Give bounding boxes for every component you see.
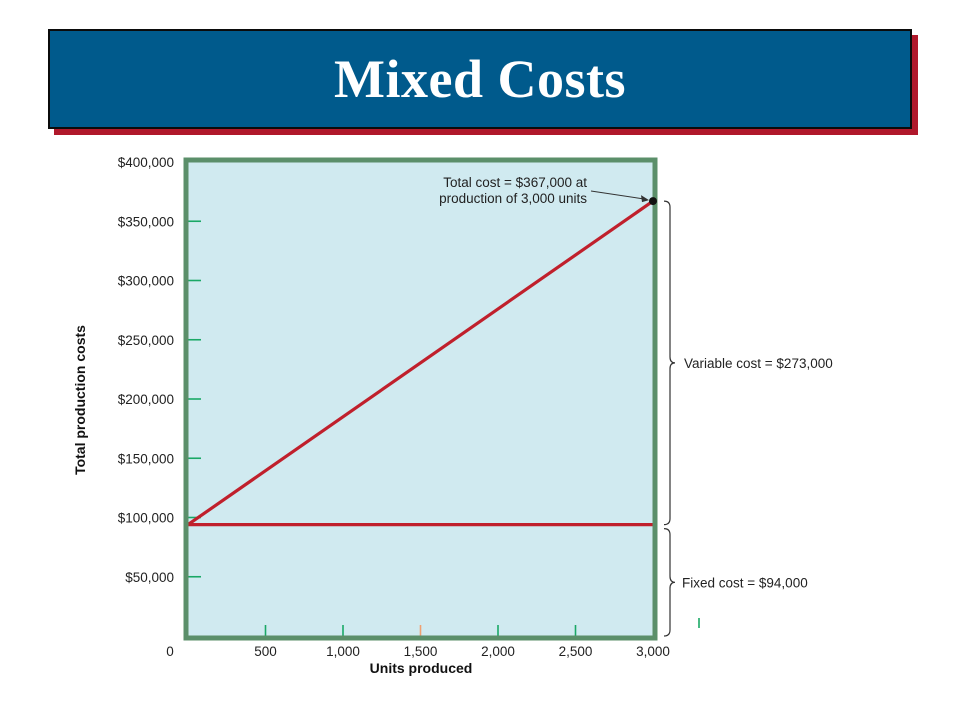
- x-tick-label: 3,000: [636, 644, 670, 659]
- annotation-arrowhead: [641, 195, 649, 203]
- y-tick-label: $300,000: [118, 274, 174, 289]
- total-cost-annotation-line1: Total cost = $367,000 at: [443, 175, 587, 190]
- annotation-arrow: [590, 190, 646, 200]
- x-tick-label: 0: [166, 644, 174, 659]
- total-cost-annotation-line2: production of 3,000 units: [439, 191, 587, 206]
- plot-area: [188, 162, 653, 636]
- y-tick-label: $350,000: [118, 214, 174, 229]
- x-tick-label: 2,000: [481, 644, 515, 659]
- x-tick-label: 2,500: [559, 644, 593, 659]
- variable-cost-brace: [663, 200, 676, 526]
- x-tick-label: 1,000: [326, 644, 360, 659]
- y-tick-label: $400,000: [118, 155, 174, 170]
- variable-cost-annotation: Variable cost = $273,000: [684, 356, 833, 371]
- fixed-cost-brace: [663, 528, 676, 637]
- series-lines: [186, 199, 655, 527]
- plot-frame: [183, 157, 658, 641]
- total-cost-point: [649, 197, 657, 206]
- x-tick-label: 1,500: [404, 644, 438, 659]
- y-tick-label: $250,000: [118, 333, 174, 348]
- fixed-cost-annotation: Fixed cost = $94,000: [682, 575, 808, 590]
- y-tick-label: $150,000: [118, 451, 174, 466]
- y-tick-label: $50,000: [125, 570, 174, 585]
- y-axis-label: Total production costs: [72, 325, 88, 475]
- x-tick-label: 500: [254, 644, 277, 659]
- title-banner: Mixed Costs: [48, 29, 912, 129]
- x-axis-label: Units produced: [370, 660, 473, 676]
- tick-labels: $50,000 $100,000 $150,000 $200,000 $250,000 $…: [118, 155, 670, 659]
- tick-marks: [188, 220, 700, 636]
- y-tick-label: $200,000: [118, 392, 174, 407]
- page-title: Mixed Costs: [334, 49, 626, 109]
- cost-braces: [663, 200, 676, 637]
- series-line: [186, 199, 655, 527]
- y-tick-label: $100,000: [118, 511, 174, 526]
